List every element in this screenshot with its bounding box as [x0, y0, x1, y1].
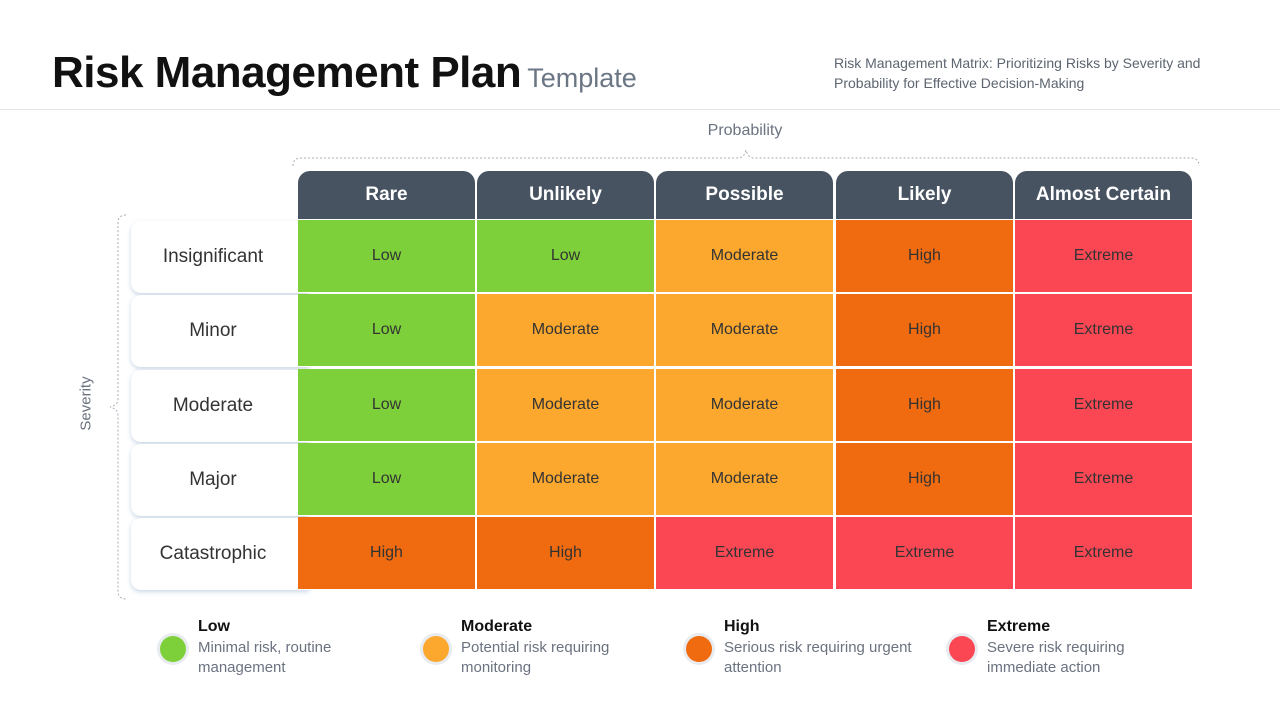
column-header-unlikely: Unlikely — [477, 171, 654, 219]
row-header-insignificant: Insignificant — [131, 221, 309, 293]
risk-cell-minor-rare: Low — [298, 294, 476, 367]
risk-cell-moderate-almost-certain: Extreme — [1015, 369, 1193, 442]
legend-dot-extreme — [949, 636, 975, 662]
legend-dot-moderate — [423, 636, 449, 662]
page-description: Risk Management Matrix: Prioritizing Ris… — [834, 55, 1201, 91]
legend-dot-high — [686, 636, 712, 662]
risk-cell-minor-possible: Moderate — [656, 294, 834, 367]
legend-description: Potential risk requiring monitoring — [461, 639, 610, 676]
risk-cell-catastrophic-likely: Extreme — [836, 517, 1014, 590]
risk-cell-insignificant-almost-certain: Extreme — [1015, 220, 1193, 293]
risk-cell-major-almost-certain: Extreme — [1015, 443, 1193, 516]
header-divider — [0, 109, 1280, 110]
severity-brace — [109, 214, 127, 600]
legend-description: Serious risk requiring urgent attention — [724, 639, 912, 676]
legend-title: Extreme — [987, 618, 1051, 635]
risk-cell-moderate-possible: Moderate — [656, 369, 834, 442]
risk-cell-catastrophic-unlikely: High — [477, 517, 655, 590]
row-header-moderate: Moderate — [131, 370, 309, 442]
legend-title: High — [724, 618, 760, 635]
column-header-rare: Rare — [298, 171, 475, 219]
risk-cell-insignificant-possible: Moderate — [656, 220, 834, 293]
risk-cell-moderate-rare: Low — [298, 369, 476, 442]
row-header-minor: Minor — [131, 295, 309, 367]
risk-cell-catastrophic-possible: Extreme — [656, 517, 834, 590]
row-header-major: Major — [131, 444, 309, 516]
risk-cell-insignificant-unlikely: Low — [477, 220, 655, 293]
risk-cell-minor-likely: High — [836, 294, 1014, 367]
risk-cell-minor-almost-certain: Extreme — [1015, 294, 1193, 367]
risk-cell-insignificant-likely: High — [836, 220, 1014, 293]
page-title: Risk Management Plan Template — [52, 48, 637, 98]
title-main: Risk Management Plan — [52, 48, 522, 97]
legend-title: Moderate — [461, 618, 533, 635]
risk-cell-insignificant-rare: Low — [298, 220, 476, 293]
legend-description: Severe risk requiring immediate action — [987, 639, 1125, 676]
column-header-almost-certain: Almost Certain — [1015, 171, 1192, 219]
legend-dot-low — [160, 636, 186, 662]
risk-cell-moderate-unlikely: Moderate — [477, 369, 655, 442]
title-subtitle: Template — [527, 63, 637, 93]
risk-cell-minor-unlikely: Moderate — [477, 294, 655, 367]
risk-cell-moderate-likely: High — [836, 369, 1014, 442]
risk-cell-major-unlikely: Moderate — [477, 443, 655, 516]
probability-brace — [292, 149, 1200, 167]
risk-cell-catastrophic-almost-certain: Extreme — [1015, 517, 1193, 590]
column-header-possible: Possible — [656, 171, 833, 219]
column-header-likely: Likely — [836, 171, 1013, 219]
risk-cell-major-rare: Low — [298, 443, 476, 516]
risk-cell-major-possible: Moderate — [656, 443, 834, 516]
risk-cell-catastrophic-rare: High — [298, 517, 476, 590]
legend-title: Low — [198, 618, 230, 635]
severity-axis-label: Severity — [77, 376, 95, 431]
row-header-catastrophic: Catastrophic — [131, 518, 309, 590]
legend-description: Minimal risk, routine management — [198, 639, 332, 676]
risk-cell-major-likely: High — [836, 443, 1014, 516]
probability-axis-label: Probability — [707, 122, 783, 139]
